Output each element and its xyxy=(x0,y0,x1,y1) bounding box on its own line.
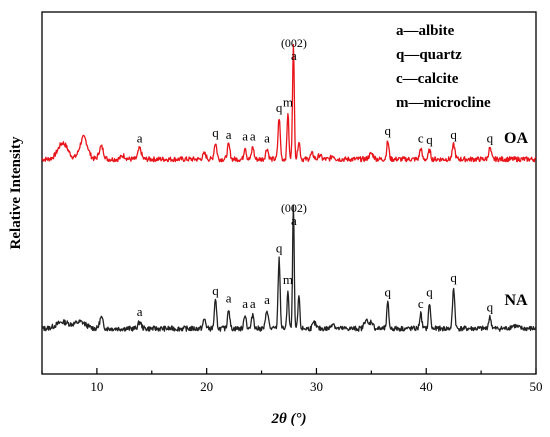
peak-label: q xyxy=(385,123,392,138)
peak-label: q xyxy=(276,100,283,115)
peak-label: m xyxy=(283,272,293,287)
series-name-label: OA xyxy=(504,130,528,147)
peak-label: q xyxy=(487,130,494,145)
peak-label: a xyxy=(264,130,270,145)
peak-label: q xyxy=(276,240,283,255)
peak-label: c xyxy=(418,296,424,311)
peak-label: q xyxy=(450,127,457,142)
peak-label: q xyxy=(385,285,392,300)
peak-label: q xyxy=(212,283,219,298)
peak-label: a xyxy=(226,290,232,305)
x-tick-label: 40 xyxy=(420,379,433,394)
series-lines xyxy=(41,43,537,332)
peak-label: q xyxy=(426,285,433,300)
series-line-oa xyxy=(41,43,537,163)
peak-label: m xyxy=(283,94,293,109)
peak-label: a xyxy=(137,130,143,145)
peak-label: q xyxy=(487,300,494,315)
peak-label: q xyxy=(450,270,457,285)
x-axis-label: 2θ (°) xyxy=(270,411,306,427)
peak-label: a xyxy=(250,296,256,311)
legend: a—albite q—quartz c—calcite m—microcline xyxy=(396,23,491,111)
peak-label: q xyxy=(426,132,433,147)
series-name-labels: OA NA xyxy=(504,130,528,309)
peak-label: a xyxy=(137,304,143,319)
legend-entry: m—microcline xyxy=(396,95,491,111)
y-axis-label: Relative Intensity xyxy=(8,136,24,249)
peak-label: (002) xyxy=(281,201,307,215)
peak-label: a xyxy=(291,48,297,63)
legend-entry: a—albite xyxy=(396,23,455,39)
peak-label: (002) xyxy=(281,36,307,50)
x-tick-label: 20 xyxy=(200,379,213,394)
x-tick-label: 50 xyxy=(530,379,543,394)
peak-label: a xyxy=(226,127,232,142)
legend-entry: q—quartz xyxy=(396,47,462,63)
plot-frame xyxy=(41,11,537,375)
x-tick-label: 30 xyxy=(310,379,323,394)
x-tick-label: 10 xyxy=(90,379,103,394)
peak-label: q xyxy=(212,125,219,140)
series-line-na xyxy=(41,204,537,332)
legend-entry: c—calcite xyxy=(396,71,459,87)
peak-label: a xyxy=(250,129,256,144)
x-axis-ticks: 10 20 30 40 50 xyxy=(41,368,543,394)
peak-label: a xyxy=(242,296,248,311)
peak-label: c xyxy=(418,130,424,145)
series-name-label: NA xyxy=(504,292,528,309)
peak-label: a xyxy=(291,213,297,228)
peak-label: a xyxy=(264,292,270,307)
peak-label: a xyxy=(242,129,248,144)
